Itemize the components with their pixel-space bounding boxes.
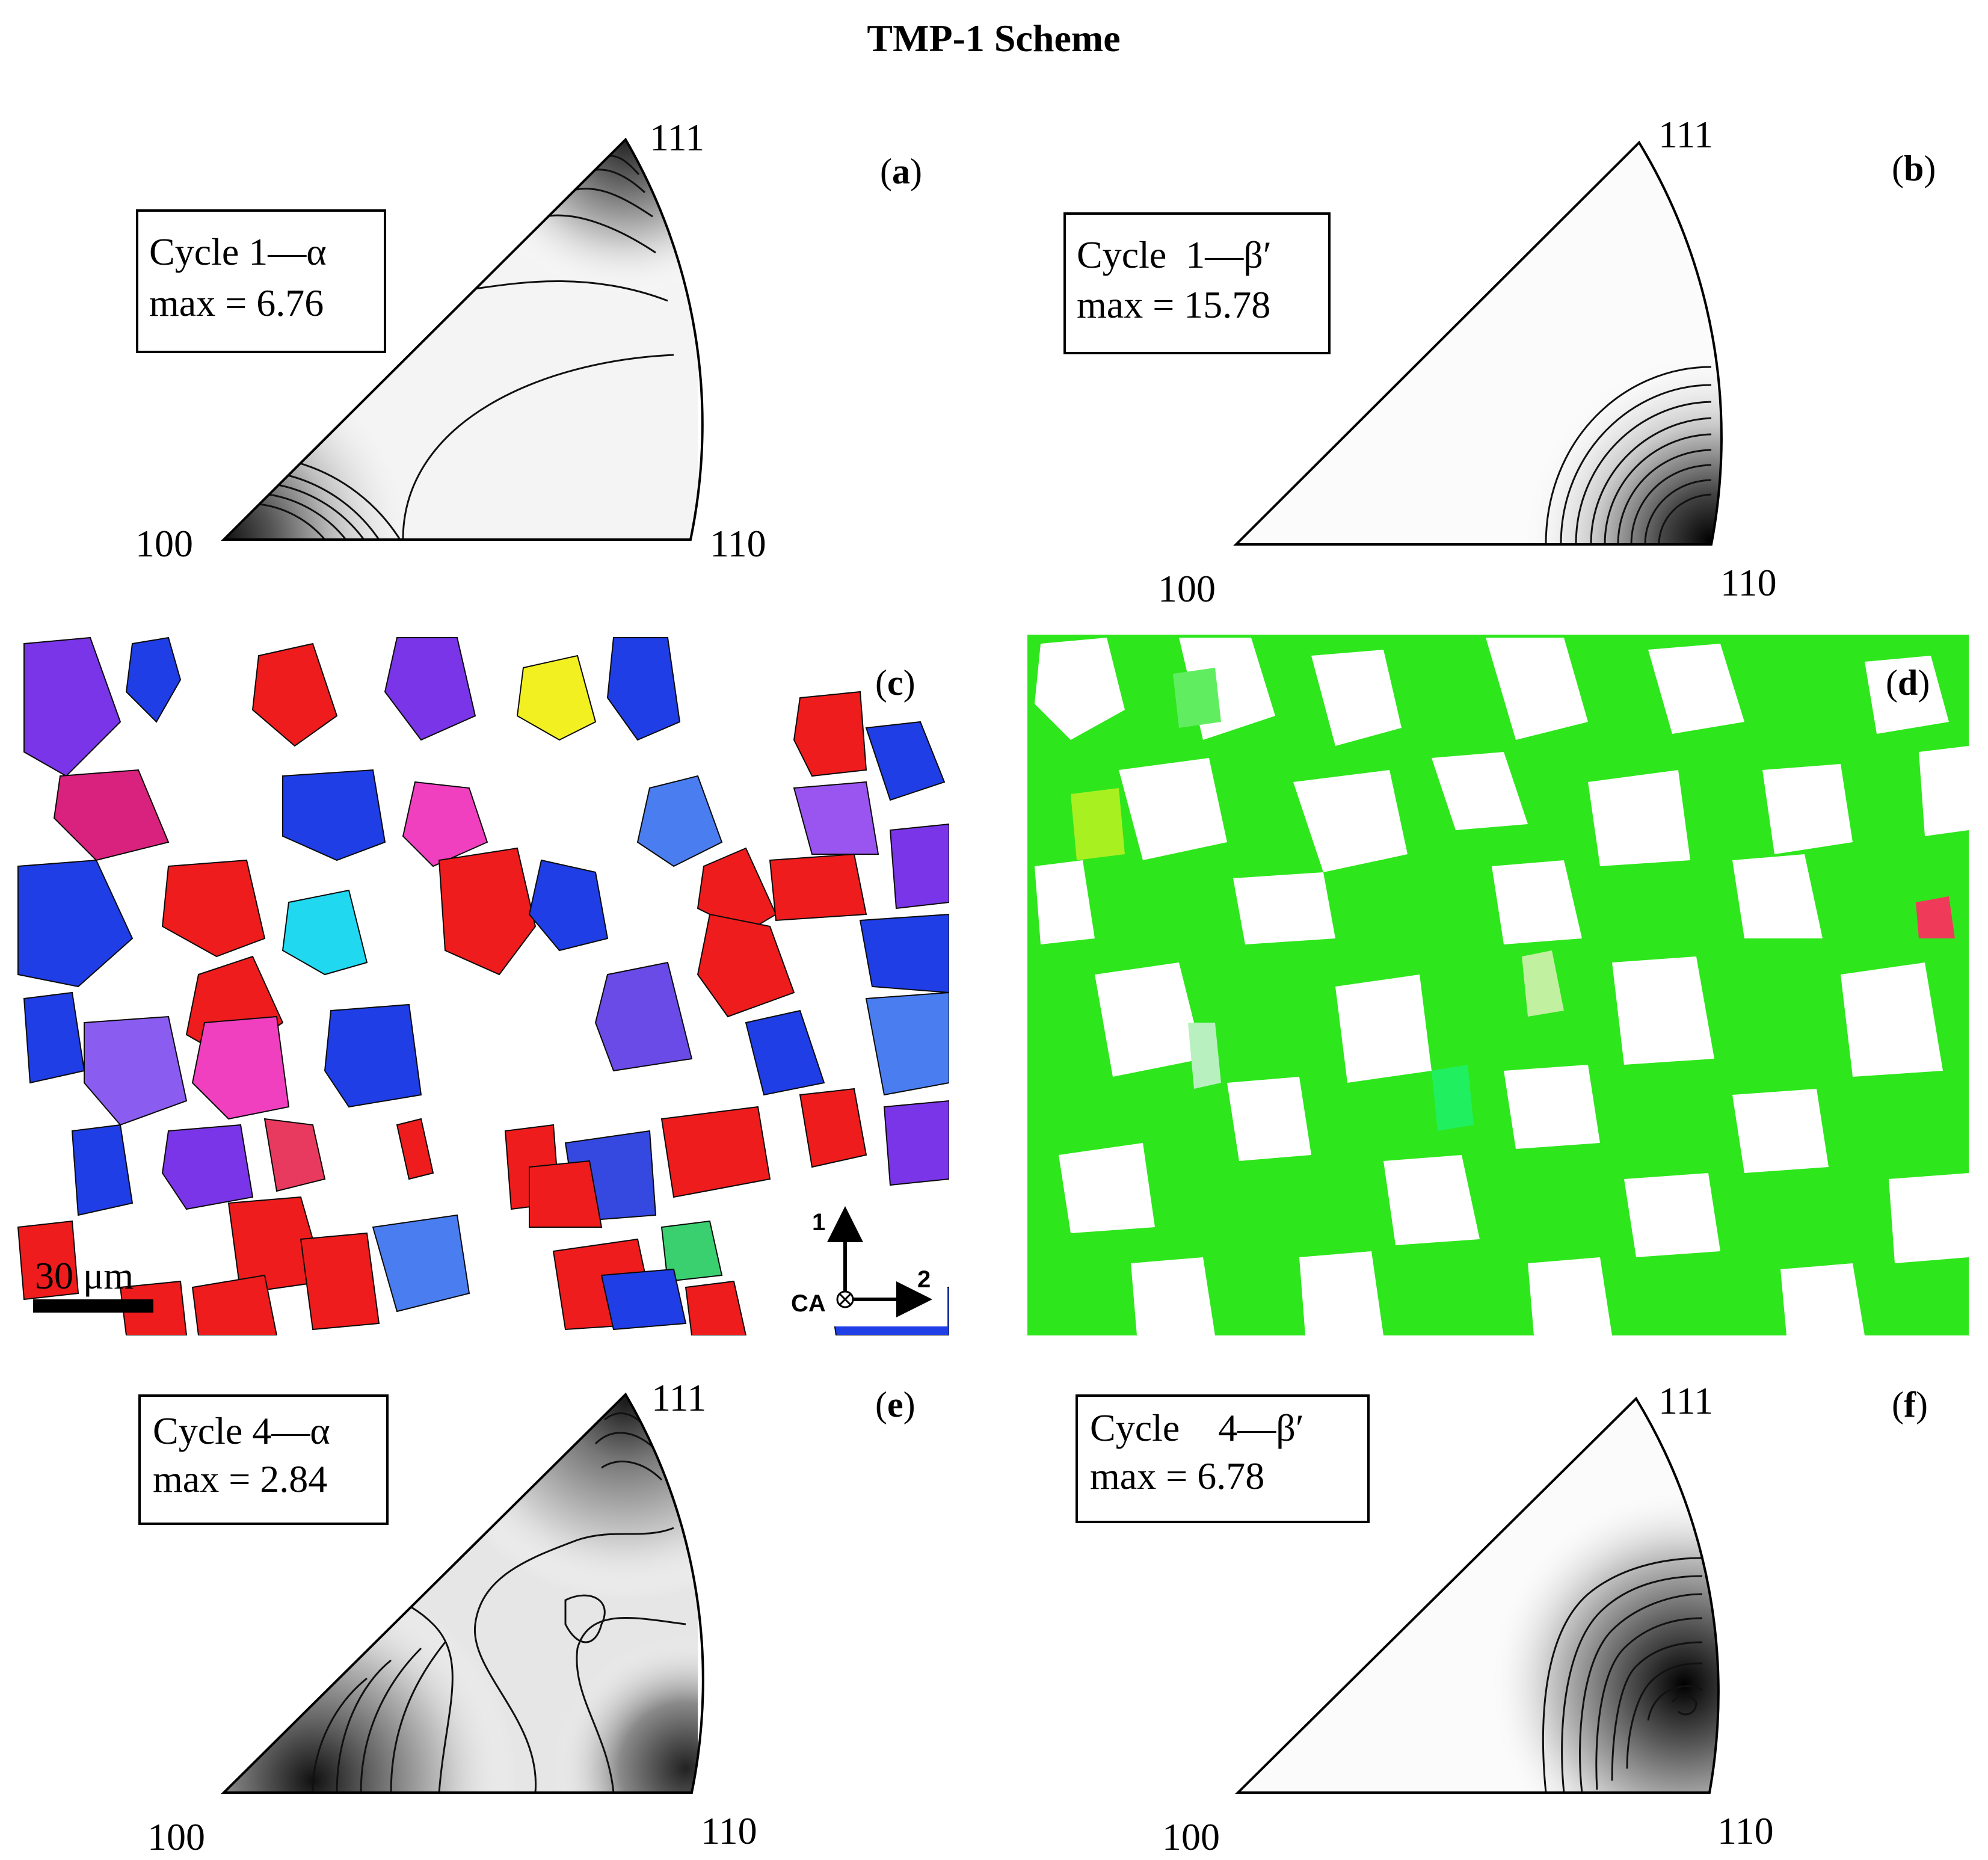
panel-f-legend-box — [1076, 1394, 1370, 1523]
panel-e-legend-box — [138, 1394, 389, 1525]
panel-b-box-line1: Cycle 1—β′ — [1077, 233, 1272, 276]
panel-e-corner-100: 100 — [147, 1815, 205, 1858]
panel-a-corner-111: 111 — [650, 116, 704, 159]
panel-c-axis-2: 2 — [917, 1266, 931, 1293]
panel-f-box-line1: Cycle 4—β′ — [1090, 1406, 1304, 1449]
panel-f-inverse-pole-figure: 111 100 110 Cycle 4—β′ max = 6.78 (f) — [1076, 1379, 1928, 1858]
panel-a-label: (a) — [880, 152, 922, 191]
panel-e-box-line2: max = 2.84 — [153, 1458, 327, 1500]
panel-c-scale-bar — [33, 1299, 153, 1313]
panel-f-corner-110: 110 — [1717, 1809, 1774, 1852]
panel-b-corner-111: 111 — [1658, 113, 1713, 156]
panel-b-corner-100: 100 — [1158, 567, 1216, 610]
panel-a-corner-100: 100 — [135, 522, 193, 565]
panel-b-corner-110: 110 — [1720, 561, 1777, 604]
panel-e-corner-111: 111 — [651, 1376, 706, 1419]
panel-e-corner-110: 110 — [701, 1809, 757, 1852]
panel-b-legend-box — [1063, 212, 1331, 354]
panel-b-box-line2: max = 15.78 — [1077, 283, 1270, 326]
panel-a-box-line1: Cycle 1—α — [149, 230, 327, 273]
panel-c-ipf-map: 30 μm 1 2 CA (c) — [17, 635, 949, 1335]
panel-a-box-line2: max = 6.76 — [149, 282, 324, 324]
panel-a-inverse-pole-figure: 111 100 110 Cycle 1—α max = 6.76 (a) — [135, 116, 922, 565]
panel-c-axis-1: 1 — [812, 1209, 825, 1236]
panel-a-legend-box — [136, 209, 386, 353]
panel-e-inverse-pole-figure: 111 100 110 Cycle 4—α max = 2.84 (e) — [138, 1376, 916, 1858]
panel-d-label: (d) — [1886, 663, 1930, 703]
panel-f-box-line2: max = 6.78 — [1090, 1455, 1264, 1497]
panel-c-axis-ca: CA — [791, 1290, 826, 1317]
panel-e-box-line1: Cycle 4—α — [153, 1409, 330, 1452]
panel-f-corner-111: 111 — [1658, 1379, 1713, 1422]
panel-b-inverse-pole-figure: 111 100 110 Cycle 1—β′ max = 15.78 (b) — [1063, 113, 1936, 610]
panel-d-ipf-map: (d) — [1027, 635, 1969, 1335]
panel-c-label: (c) — [875, 663, 916, 703]
panel-c-scale-label: 30 μm — [35, 1254, 134, 1297]
panel-b-label: (b) — [1892, 149, 1936, 188]
panel-a-corner-110: 110 — [710, 522, 766, 565]
panel-f-label: (f) — [1892, 1385, 1928, 1424]
panel-e-label: (e) — [875, 1385, 916, 1424]
figure-title: TMP-1 Scheme — [867, 17, 1120, 60]
panel-f-corner-100: 100 — [1162, 1815, 1220, 1858]
panel-c-axes-glyph: 1 2 CA — [779, 1203, 947, 1326]
